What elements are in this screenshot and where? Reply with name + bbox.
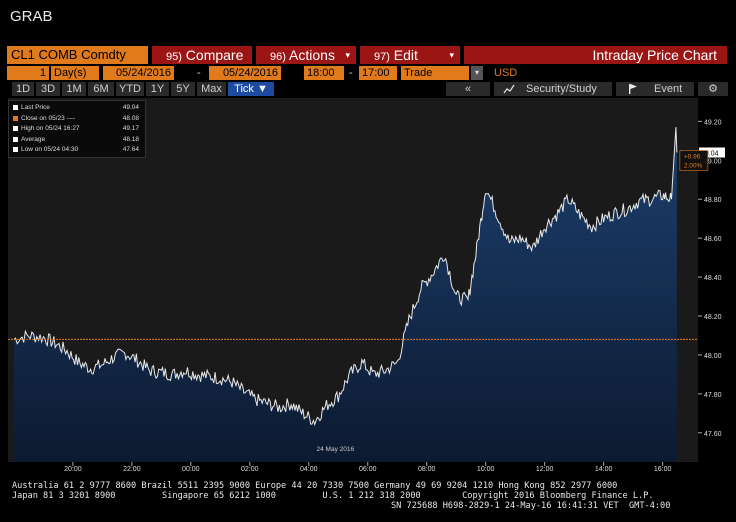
last-price-tag-label: 49.04 xyxy=(701,151,719,158)
legend-item: Average 48.18 xyxy=(13,136,141,144)
tab-1m[interactable]: 1M xyxy=(62,82,86,96)
tab-6m[interactable]: 6M xyxy=(88,82,114,96)
y-tick-label: 48.60 xyxy=(704,236,722,243)
actions-dropdown-icon: ▾ xyxy=(345,50,350,60)
legend-marker xyxy=(13,147,18,152)
y-tick-label: 47.80 xyxy=(704,392,722,399)
tab-ytd[interactable]: YTD xyxy=(116,82,144,96)
legend-value: 49.04 xyxy=(122,104,139,111)
price-line xyxy=(13,127,678,427)
tab-3d[interactable]: 3D xyxy=(36,82,60,96)
settings-button[interactable]: ⚙ xyxy=(698,82,728,96)
edit-dropdown-icon: ▾ xyxy=(449,50,454,60)
y-tick-label: 48.40 xyxy=(704,275,722,282)
compare-number: 95) xyxy=(166,51,182,63)
security-study-label: Security/Study xyxy=(526,83,597,95)
footer-line-3: SN 725688 H698-2829-1 24-May-16 16:41:31… xyxy=(391,501,671,511)
actions-label: Actions xyxy=(289,47,335,63)
x-tick-label: 00:00 xyxy=(182,466,200,473)
tab-1y[interactable]: 1Y xyxy=(146,82,169,96)
footer-line-1: Australia 61 2 9777 8600 Brazil 5511 239… xyxy=(12,481,618,491)
date-label: 24 May 2016 xyxy=(317,446,355,453)
tab-5y[interactable]: 5Y xyxy=(171,82,195,96)
tab-tick[interactable]: Tick ▼ xyxy=(228,82,274,96)
change-box xyxy=(679,150,709,171)
legend-value: 48.18 xyxy=(122,135,139,143)
end-time-input[interactable]: 17:00 xyxy=(359,66,397,80)
currency-label: USD xyxy=(494,67,518,79)
y-tick-label: 49.20 xyxy=(704,119,722,126)
edit-label: Edit xyxy=(393,47,418,63)
legend-item: High on 05/24 16:27 49.17 xyxy=(13,125,141,133)
tab-max[interactable]: Max xyxy=(197,82,226,96)
edit-button[interactable]: 97) Edit ▾ xyxy=(360,46,460,64)
x-tick-label: 08:00 xyxy=(418,466,436,473)
y-tick-label: 48.00 xyxy=(704,353,722,360)
x-tick-label: 06:00 xyxy=(359,466,377,473)
compare-button[interactable]: 95) Compare xyxy=(152,46,252,64)
end-date-input[interactable]: 05/24/2016 xyxy=(209,66,281,80)
chart-legend: Last Price 49.04 Close on 05/23 ---- 48.08 H… xyxy=(8,100,146,158)
flag-icon xyxy=(629,84,637,94)
line-chart-icon xyxy=(503,84,515,94)
interval-unit-select[interactable]: Day(s) xyxy=(51,66,99,80)
x-tick-label: 12:00 xyxy=(536,466,554,473)
y-tick-label: 49.00 xyxy=(704,158,722,165)
legend-value: 49.17 xyxy=(122,125,139,132)
change-percent: 2.00% xyxy=(684,163,703,170)
legend-item: Close on 05/23 ---- 48.08 xyxy=(13,115,141,123)
legend-marker xyxy=(13,136,18,142)
legend-label: Low on 05/24 04:30 xyxy=(21,146,79,153)
last-price-tag xyxy=(699,147,725,158)
legend-label: Last Price xyxy=(21,104,50,111)
date-separator: - xyxy=(197,67,201,79)
ticker-input[interactable]: CL1 COMB Comdty xyxy=(7,46,148,64)
data-type-select[interactable]: Trade xyxy=(401,66,469,80)
security-study-button[interactable]: Security/Study xyxy=(494,82,612,96)
time-separator: - xyxy=(349,67,353,79)
y-tick-label: 48.80 xyxy=(704,197,722,204)
y-tick-label: 48.20 xyxy=(704,314,722,321)
gear-icon: ⚙ xyxy=(708,83,718,95)
intraday-price-chart: 47.60 47.80 48.00 48.20 48.40 48.60 48.80 49.00… xyxy=(8,119,725,473)
legend-label: High on 05/24 16:27 xyxy=(21,125,80,132)
x-tick-label: 14:00 xyxy=(595,466,613,473)
x-tick-label: 02:00 xyxy=(241,466,259,473)
legend-value: 48.08 xyxy=(122,114,139,122)
collapse-label: « xyxy=(464,83,472,95)
x-tick-label: 16:00 xyxy=(654,466,672,473)
legend-item: Last Price 49.04 xyxy=(13,104,141,112)
data-type-dropdown-icon[interactable]: ▾ xyxy=(471,66,483,80)
legend-label: Close on 05/23 ---- xyxy=(21,114,76,122)
chart-type-title: Intraday Price Chart xyxy=(464,46,727,64)
legend-value: 47.64 xyxy=(122,146,139,153)
interval-value-input[interactable]: 1 xyxy=(7,66,49,80)
event-button[interactable]: Event xyxy=(616,82,694,96)
collapse-button[interactable]: « xyxy=(446,82,490,96)
compare-label: Compare xyxy=(185,47,244,63)
change-value: +0.96 xyxy=(684,154,701,161)
x-tick-label: 20:00 xyxy=(64,466,82,473)
actions-number: 96) xyxy=(270,51,286,63)
y-tick-label: 47.60 xyxy=(704,431,722,438)
tab-1d[interactable]: 1D xyxy=(12,82,34,96)
app-title: GRAB xyxy=(10,8,53,25)
legend-marker xyxy=(13,115,18,121)
actions-button[interactable]: 96) Actions ▾ xyxy=(256,46,356,64)
legend-label: Average xyxy=(21,135,46,143)
legend-marker xyxy=(13,105,18,110)
legend-marker xyxy=(13,126,18,131)
event-label: Event xyxy=(654,83,683,95)
x-tick-label: 10:00 xyxy=(477,466,495,473)
footer-line-2: Japan 81 3 3201 8900 Singapore 65 6212 1… xyxy=(12,491,654,501)
price-area xyxy=(13,127,677,462)
edit-number: 97) xyxy=(374,51,390,63)
legend-item: Low on 05/24 04:30 47.64 xyxy=(13,146,141,154)
x-tick-label: 22:00 xyxy=(123,466,141,473)
x-tick-label: 04:00 xyxy=(300,466,318,473)
start-time-input[interactable]: 18:00 xyxy=(304,66,344,80)
start-date-input[interactable]: 05/24/2016 xyxy=(103,66,174,80)
